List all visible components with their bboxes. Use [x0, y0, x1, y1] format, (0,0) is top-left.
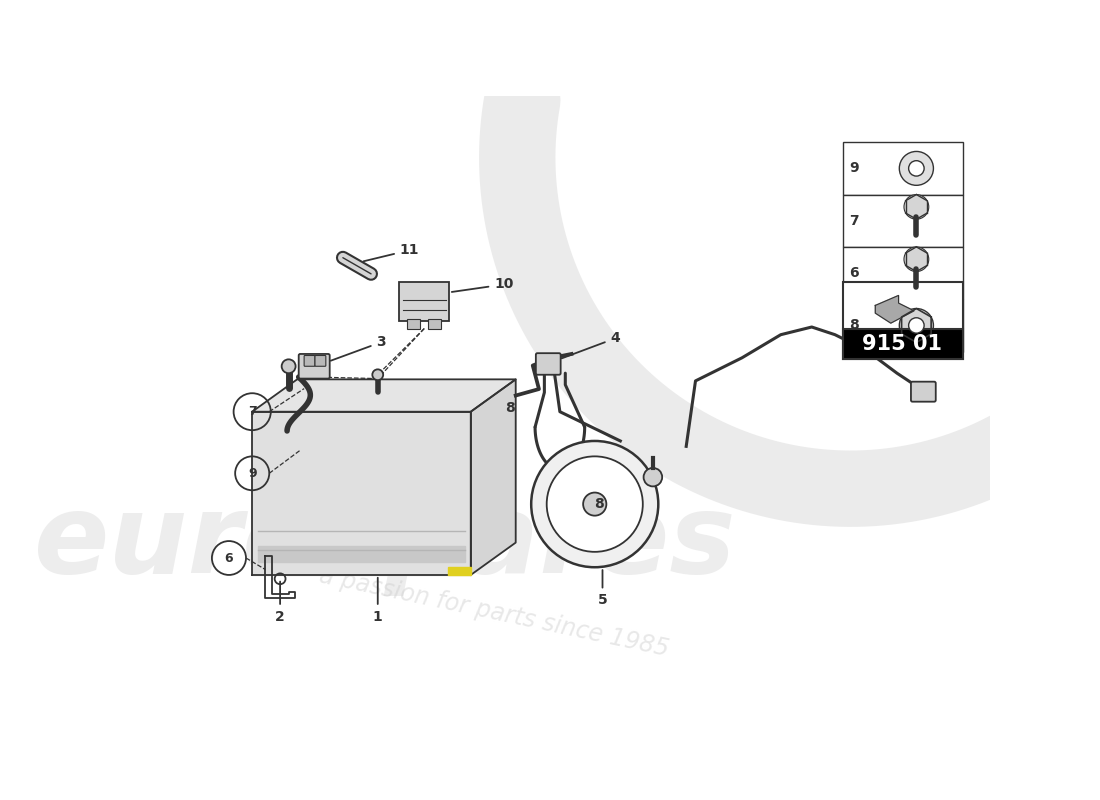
Text: 1: 1	[373, 578, 383, 623]
Text: a passion for parts since 1985: a passion for parts since 1985	[317, 563, 671, 661]
Text: 8: 8	[505, 401, 515, 414]
Polygon shape	[448, 567, 471, 575]
Text: 8: 8	[594, 497, 604, 511]
Polygon shape	[252, 379, 516, 412]
Text: 6: 6	[849, 266, 858, 280]
Bar	[843, 282, 962, 359]
Bar	[843, 194, 962, 247]
Text: 7: 7	[248, 405, 256, 418]
Polygon shape	[471, 379, 516, 575]
Text: 9: 9	[849, 162, 858, 175]
FancyBboxPatch shape	[536, 353, 561, 374]
FancyBboxPatch shape	[299, 354, 330, 378]
Text: 8: 8	[849, 318, 858, 333]
Circle shape	[904, 194, 928, 219]
Text: 915 01: 915 01	[862, 334, 943, 354]
FancyBboxPatch shape	[315, 355, 326, 366]
Bar	[843, 299, 962, 352]
Bar	[843, 142, 962, 194]
Text: 7: 7	[849, 214, 858, 228]
Text: 9: 9	[248, 467, 256, 480]
Circle shape	[282, 359, 296, 373]
Bar	[843, 247, 962, 299]
Text: eurospares: eurospares	[34, 489, 737, 596]
Circle shape	[909, 318, 924, 333]
Text: 2: 2	[275, 582, 285, 623]
FancyBboxPatch shape	[399, 282, 449, 321]
Circle shape	[372, 370, 383, 380]
Circle shape	[583, 493, 606, 516]
Text: 5: 5	[597, 570, 607, 607]
Text: 6: 6	[224, 551, 233, 565]
Bar	[428, 319, 440, 329]
Polygon shape	[876, 295, 914, 323]
Polygon shape	[258, 546, 464, 562]
Bar	[843, 329, 962, 359]
Circle shape	[900, 309, 934, 342]
Circle shape	[909, 161, 924, 176]
Circle shape	[547, 456, 642, 552]
Text: 10: 10	[452, 278, 514, 292]
Circle shape	[644, 468, 662, 486]
Text: 3: 3	[331, 335, 386, 361]
Circle shape	[904, 247, 928, 271]
Circle shape	[531, 441, 658, 567]
Circle shape	[900, 151, 934, 186]
Text: 11: 11	[363, 243, 419, 262]
Bar	[407, 319, 419, 329]
FancyBboxPatch shape	[304, 355, 315, 366]
FancyBboxPatch shape	[911, 382, 936, 402]
Polygon shape	[252, 412, 471, 575]
Text: 4: 4	[562, 331, 620, 358]
